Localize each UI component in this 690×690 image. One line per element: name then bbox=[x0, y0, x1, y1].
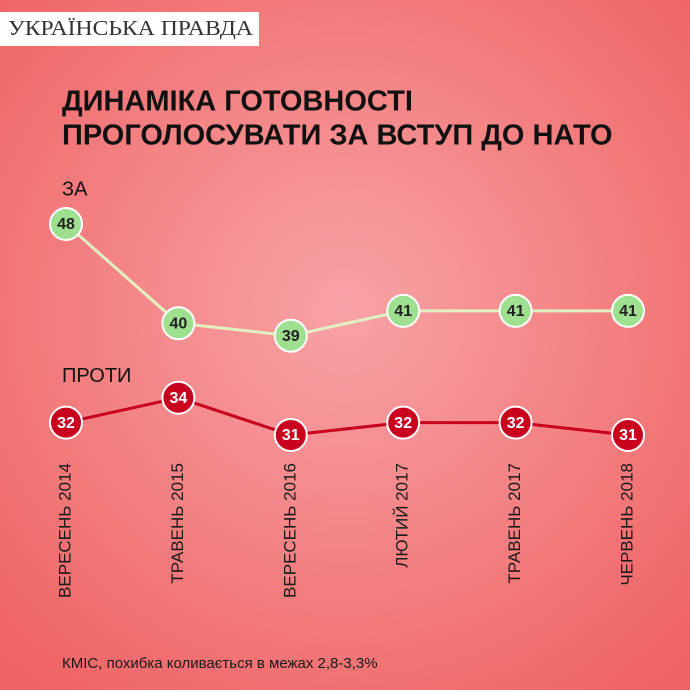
point bbox=[161, 380, 196, 415]
series-label: ПРОТИ bbox=[62, 365, 131, 387]
point bbox=[611, 293, 645, 328]
x-tick-label: ВЕРЕСЕНЬ 2016 bbox=[280, 463, 299, 598]
value-label: 41 bbox=[619, 303, 637, 320]
value-label: 48 bbox=[57, 216, 75, 233]
x-tick-label: ЛЮТИЙ 2017 bbox=[393, 463, 412, 568]
value-label: 39 bbox=[282, 328, 300, 345]
logo: УКРАЇНСЬКА ПРАВДА bbox=[8, 16, 254, 40]
series-label: ЗА bbox=[62, 178, 88, 200]
point bbox=[273, 418, 308, 452]
source: КМІС, похибка коливається в межах 2,8-3,… bbox=[62, 655, 378, 672]
point bbox=[386, 293, 421, 328]
chart-title: ПРОГОЛОСУВАТИ ЗА ВСТУП ДО НАТО bbox=[62, 120, 613, 152]
chart-title: ДИНАМІКА ГОТОВНОСТІ bbox=[62, 86, 413, 118]
value-label: 40 bbox=[170, 316, 188, 333]
value-label: 41 bbox=[394, 303, 412, 320]
x-tick-label: ТРАВЕНЬ 2017 bbox=[505, 463, 524, 584]
point bbox=[161, 306, 196, 341]
value-label: 32 bbox=[394, 415, 412, 432]
series-line bbox=[65, 222, 628, 338]
point bbox=[386, 405, 421, 440]
point bbox=[498, 405, 533, 440]
value-label: 32 bbox=[507, 415, 525, 432]
point bbox=[49, 207, 83, 241]
series-line bbox=[65, 396, 629, 437]
point bbox=[498, 293, 533, 328]
logo-box bbox=[0, 12, 259, 46]
value-label: 34 bbox=[170, 390, 188, 407]
value-label: 32 bbox=[57, 415, 75, 432]
value-label: 31 bbox=[282, 427, 300, 444]
point bbox=[611, 418, 645, 452]
x-tick-label: ЧЕРВЕНЬ 2018 bbox=[617, 463, 636, 586]
point bbox=[273, 318, 308, 353]
point bbox=[49, 405, 83, 440]
value-label: 41 bbox=[507, 303, 525, 320]
x-tick-label: ТРАВЕНЬ 2015 bbox=[168, 463, 187, 584]
value-label: 31 bbox=[619, 427, 637, 444]
x-tick-label: ВЕРЕСЕНЬ 2014 bbox=[55, 463, 74, 598]
